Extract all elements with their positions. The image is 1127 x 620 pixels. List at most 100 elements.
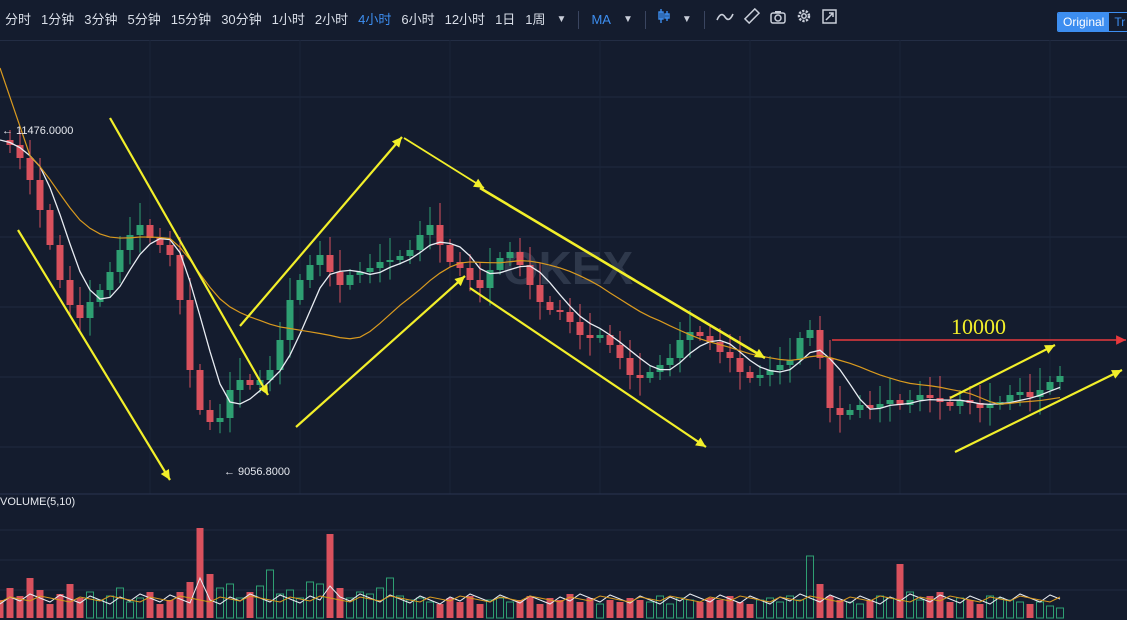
trend-arrow-head <box>391 137 402 148</box>
timeframe-tab[interactable]: 30分钟 <box>221 12 262 27</box>
fullscreen-icon[interactable] <box>817 0 842 40</box>
volume-bar <box>566 594 574 618</box>
candle-body <box>266 370 274 380</box>
timeframe-tab[interactable]: 1小时 <box>271 12 305 27</box>
gear-icon[interactable] <box>791 0 817 40</box>
candle-body <box>46 210 54 245</box>
candle-body <box>866 405 874 408</box>
timeframe-tab[interactable]: 1分钟 <box>41 12 75 27</box>
candle-body <box>636 375 644 378</box>
volume-bar <box>1016 601 1024 619</box>
volume-bar <box>266 569 274 619</box>
volume-bar <box>946 602 954 618</box>
view-tradingview-button[interactable]: Tr <box>1109 13 1127 31</box>
candle-body <box>1046 382 1054 390</box>
volume-bar <box>766 597 774 619</box>
volume-bar <box>356 591 364 619</box>
candle-body <box>976 403 984 408</box>
volume-indicator-label: VOLUME(5,10) <box>0 496 76 508</box>
volume-bar <box>76 598 84 618</box>
volume-bar <box>1056 607 1064 619</box>
timeframe-tab[interactable]: 12小时 <box>444 12 486 27</box>
candle-body <box>476 280 484 288</box>
toolbar-divider <box>578 11 580 29</box>
volume-bar <box>106 595 114 619</box>
candle-body <box>916 395 924 400</box>
candle-body <box>56 245 64 280</box>
volume-bar <box>876 595 884 619</box>
candle-body <box>306 265 314 280</box>
trend-arrow <box>954 369 1123 453</box>
view-original-button[interactable]: Original <box>1058 13 1110 31</box>
camera-icon[interactable] <box>765 0 791 40</box>
volume-bar <box>386 577 394 619</box>
candle-body <box>496 258 504 270</box>
trend-arrow <box>469 287 707 448</box>
wave-icon[interactable] <box>711 0 739 40</box>
candle-body <box>986 405 994 408</box>
volume-bar <box>746 604 754 618</box>
chart-grid <box>0 40 1127 591</box>
volume-bar <box>136 597 144 619</box>
candle-body <box>926 395 934 398</box>
candle-body <box>556 310 564 312</box>
chevron-down-icon[interactable]: ▼ <box>681 14 692 25</box>
candle-body <box>706 336 714 342</box>
volume-bar <box>116 587 124 619</box>
volume-bar <box>496 597 504 619</box>
trend-arrow <box>17 229 171 481</box>
volume-bar <box>156 604 164 618</box>
candle-body <box>116 250 124 272</box>
volume-bar <box>576 602 584 618</box>
timeframe-tab[interactable]: 3分钟 <box>84 12 118 27</box>
timeframe-tab[interactable]: 分时 <box>5 12 32 27</box>
candle-body <box>226 390 234 418</box>
volume-bar <box>896 564 904 618</box>
candle-body <box>756 375 764 378</box>
timeframe-tab[interactable]: 4小时 <box>358 12 392 27</box>
trend-arrow-head <box>1044 345 1055 354</box>
chevron-down-icon[interactable]: ▼ <box>622 14 633 25</box>
volume-bar <box>736 602 744 618</box>
trend-arrow <box>403 137 485 189</box>
candle-body <box>316 255 324 265</box>
volume-bar <box>726 596 734 618</box>
volume-bar <box>926 596 934 618</box>
volume-bar <box>236 597 244 619</box>
candle-body <box>1036 390 1044 397</box>
price-chart[interactable]: OKEX ← 11476.0000 ← 9056.8000 10000 <box>0 40 1127 620</box>
candle-body <box>1016 392 1024 395</box>
volume-bar <box>176 592 184 618</box>
candle-body <box>796 338 804 360</box>
indicator-ma-button[interactable]: MA <box>591 12 611 27</box>
volume-bar <box>966 600 974 618</box>
volume-bar <box>296 597 304 619</box>
ruler-icon[interactable] <box>739 0 765 40</box>
candlestick-icon[interactable] <box>652 0 676 40</box>
candle-body <box>286 300 294 340</box>
trend-arrow-head <box>473 178 484 188</box>
trend-arrow-head <box>695 437 706 447</box>
timeframe-tab[interactable]: 5分钟 <box>127 12 161 27</box>
timeframe-tab[interactable]: 2小时 <box>314 12 349 27</box>
volume-bar <box>46 604 54 618</box>
timeframe-tab[interactable]: 15分钟 <box>170 12 212 27</box>
volume-bar <box>456 602 464 618</box>
timeframe-tab[interactable]: 1周 <box>525 12 546 27</box>
candle-body <box>16 145 24 158</box>
timeframe-tab[interactable]: 1日 <box>495 12 516 27</box>
candle-body <box>346 275 354 285</box>
candle-body <box>396 256 404 260</box>
candle-body <box>946 402 954 406</box>
volume-bar <box>316 583 324 619</box>
volume-bar <box>816 584 824 618</box>
candle-body <box>716 342 724 352</box>
timeframe-tab[interactable]: 6小时 <box>401 12 435 27</box>
candle-body <box>536 285 544 302</box>
candle-body <box>176 255 184 300</box>
candle-body <box>666 358 674 365</box>
volume-bar <box>976 604 984 618</box>
volume-bar <box>706 598 714 618</box>
chevron-down-icon[interactable]: ▼ <box>556 14 567 25</box>
level-arrow-head <box>1116 335 1126 345</box>
